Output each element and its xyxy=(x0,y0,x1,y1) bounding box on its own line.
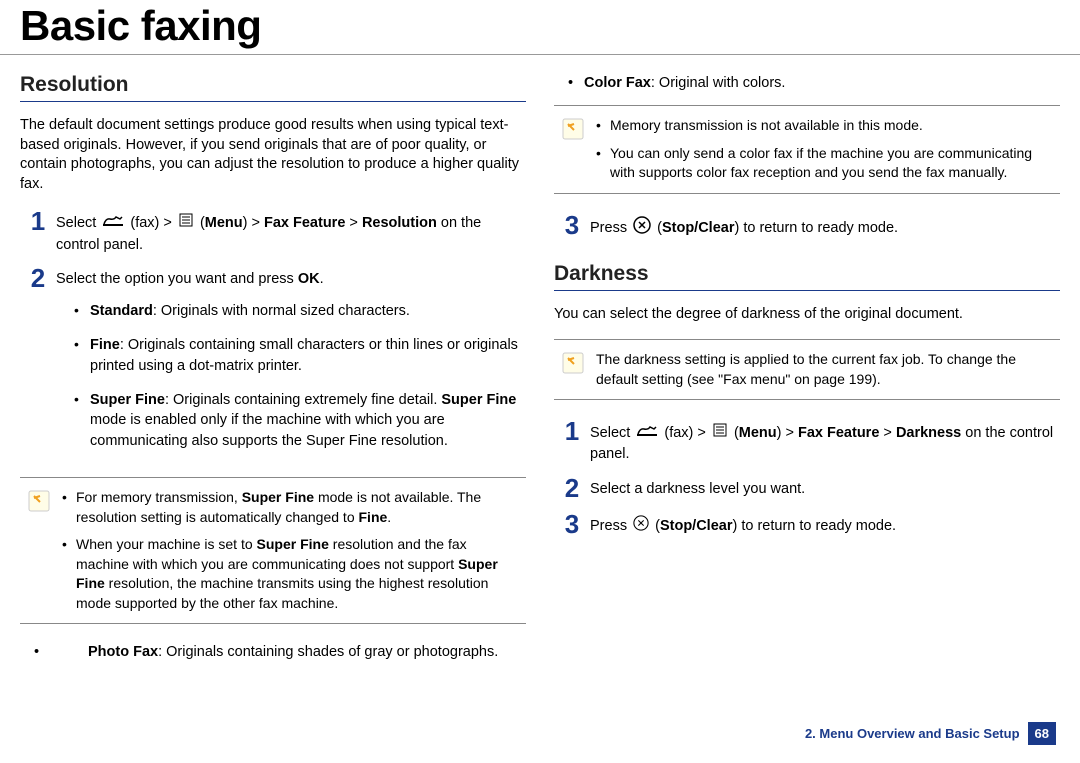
page-footer: 2. Menu Overview and Basic Setup 68 xyxy=(805,722,1056,745)
menu-icon xyxy=(712,422,728,444)
step-body: Select (fax) > (Menu) > Fax Feature > Da… xyxy=(590,418,1060,465)
content-columns: Resolution The default document settings… xyxy=(0,55,1080,673)
step-body: Select a darkness level you want. xyxy=(590,475,1060,499)
note-content: The darkness setting is applied to the c… xyxy=(596,350,1054,389)
right-column: Color Fax: Original with colors. Memory … xyxy=(554,73,1060,673)
note-item: You can only send a color fax if the mac… xyxy=(596,144,1054,183)
photofax-bullet: Photo Fax: Originals containing shades o… xyxy=(20,642,526,662)
step-number: 3 xyxy=(554,212,590,238)
step-number: 2 xyxy=(20,265,56,291)
resolution-heading: Resolution xyxy=(20,73,526,102)
step-body: Press (Stop/Clear) to return to ready mo… xyxy=(590,212,1060,240)
darkness-heading: Darkness xyxy=(554,262,1060,291)
note-item: Memory transmission is not available in … xyxy=(596,116,1054,136)
note-content: Memory transmission is not available in … xyxy=(596,116,1054,183)
step-body: Select the option you want and press OK.… xyxy=(56,265,526,465)
left-column: Resolution The default document settings… xyxy=(20,73,526,673)
step-body: Select (fax) > (Menu) > Fax Feature > Re… xyxy=(56,208,526,255)
step-body: Press (Stop/Clear) to return to ready mo… xyxy=(590,511,1060,537)
resolution-step-3: 3 Press (Stop/Clear) to return to ready … xyxy=(554,212,1060,240)
resolution-step-1: 1 Select (fax) > (Menu) > Fax Feature > … xyxy=(20,208,526,255)
resolution-step-2: 2 Select the option you want and press O… xyxy=(20,265,526,465)
menu-icon xyxy=(178,212,194,234)
darkness-intro: You can select the degree of darkness of… xyxy=(554,305,1060,325)
page-title: Basic faxing xyxy=(0,0,1080,55)
list-item: Super Fine: Originals containing extreme… xyxy=(74,390,526,451)
step-number: 2 xyxy=(554,475,590,501)
step-number: 1 xyxy=(554,418,590,444)
step-number: 3 xyxy=(554,511,590,537)
note-box: For memory transmission, Super Fine mode… xyxy=(20,477,526,625)
darkness-step-2: 2 Select a darkness level you want. xyxy=(554,475,1060,501)
note-text: The darkness setting is applied to the c… xyxy=(596,350,1054,389)
footer-chapter: 2. Menu Overview and Basic Setup xyxy=(805,726,1020,741)
page-number: 68 xyxy=(1028,722,1056,745)
colorfax-bullet: Color Fax: Original with colors. xyxy=(554,73,1060,93)
resolution-intro: The default document settings produce go… xyxy=(20,116,526,194)
note-icon xyxy=(26,488,52,514)
note-item: For memory transmission, Super Fine mode… xyxy=(62,488,520,527)
darkness-step-3: 3 Press (Stop/Clear) to return to ready … xyxy=(554,511,1060,537)
fax-icon xyxy=(636,422,658,444)
note-icon xyxy=(560,350,586,376)
note-box: The darkness setting is applied to the c… xyxy=(554,339,1060,400)
list-item: Standard: Originals with normal sized ch… xyxy=(74,301,526,321)
stop-icon xyxy=(633,216,651,240)
stop-icon xyxy=(633,515,649,537)
step-number: 1 xyxy=(20,208,56,234)
note-content: For memory transmission, Super Fine mode… xyxy=(62,488,520,614)
list-item: Fine: Originals containing small charact… xyxy=(74,335,526,376)
fax-icon xyxy=(102,212,124,234)
darkness-step-1: 1 Select (fax) > (Menu) > Fax Feature > … xyxy=(554,418,1060,465)
note-item: When your machine is set to Super Fine r… xyxy=(62,535,520,613)
note-box: Memory transmission is not available in … xyxy=(554,105,1060,194)
note-icon xyxy=(560,116,586,142)
